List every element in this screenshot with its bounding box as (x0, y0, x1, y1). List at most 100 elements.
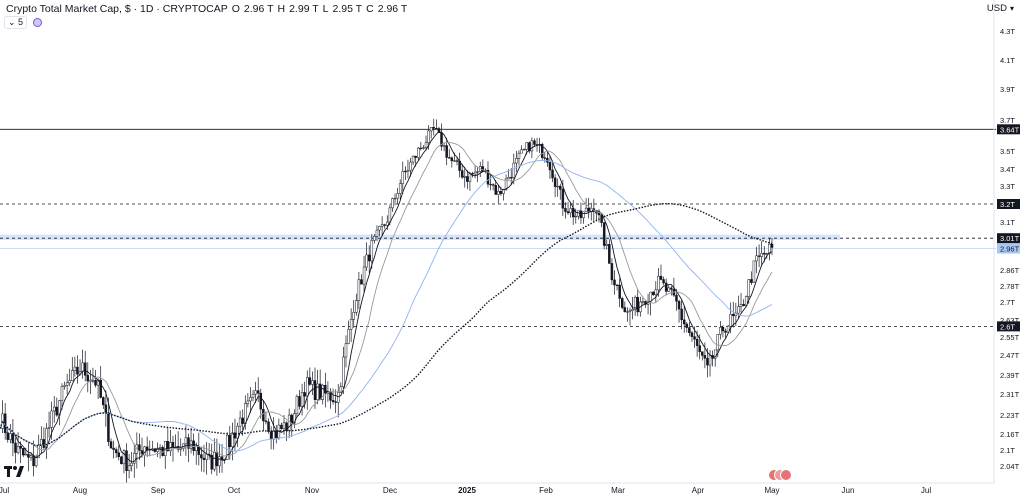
candle-body (450, 157, 454, 162)
candle-body (719, 327, 722, 335)
candle-body (16, 446, 20, 453)
candle-body (380, 224, 384, 227)
y-tick-label: 2.78T (1000, 282, 1020, 291)
candle-body (37, 444, 40, 458)
candle-body (347, 329, 350, 344)
candle-body (86, 375, 90, 382)
candle-body (584, 207, 588, 213)
candle-body (419, 147, 423, 150)
candle-body (747, 279, 751, 297)
candle-body (318, 383, 322, 400)
candle-body (396, 193, 399, 199)
candle-body (125, 450, 128, 471)
candle-body (355, 300, 358, 313)
candle-body (32, 455, 35, 467)
candle-body (770, 244, 774, 248)
candle-body (244, 403, 247, 424)
candle-body (334, 401, 337, 403)
indicator-icon[interactable] (33, 18, 43, 27)
candle-body (507, 177, 510, 180)
candle-body (445, 145, 448, 158)
candle-body (659, 275, 663, 280)
candle-body (556, 185, 559, 188)
candle-body (34, 457, 38, 467)
x-tick-label: Feb (539, 486, 553, 495)
candle-body (171, 442, 175, 448)
candle-body (313, 380, 317, 400)
candle-body (169, 442, 172, 452)
candle-body (99, 379, 102, 398)
y-tick-label: 2.16T (1000, 430, 1020, 439)
candle-body (623, 307, 627, 313)
candle-body (238, 417, 242, 427)
y-tick-label: 3.7T (1000, 116, 1015, 125)
chart-header: Crypto Total Market Cap, $ · 1D · CRYPTO… (6, 3, 407, 15)
candle-body (406, 169, 410, 172)
candle-body (336, 392, 340, 403)
x-tick-label: 2025 (458, 486, 476, 495)
candle-body (19, 446, 22, 449)
tradingview-logo-icon[interactable] (4, 464, 24, 483)
candle-body (435, 128, 438, 130)
candle-body (117, 452, 121, 458)
candle-body (610, 263, 614, 281)
candle-body (306, 377, 309, 397)
candle-body (27, 453, 30, 458)
y-tick-label: 2.39T (1000, 371, 1020, 380)
candle-body (94, 380, 97, 386)
candle-body (708, 355, 712, 366)
candle-body (424, 142, 428, 148)
candle-body (47, 426, 51, 429)
collapse-toggle[interactable]: ⌄ 5 (4, 16, 28, 29)
candle-body (651, 291, 655, 295)
current-price-label: 2.96T (1000, 245, 1020, 254)
candle-body (667, 287, 670, 292)
candle-body (6, 432, 9, 440)
x-tick-label: Nov (305, 486, 319, 495)
candle-body (703, 355, 707, 359)
low-value: 2.95 T (332, 3, 363, 15)
candle-body (391, 198, 394, 209)
level-badge-label: 2.6T (1000, 322, 1015, 331)
candle-body (316, 383, 319, 400)
candle-body (664, 282, 668, 292)
candle-body (628, 310, 632, 312)
candle-body (701, 351, 704, 356)
y-tick-label: 2.55T (1000, 333, 1020, 342)
high-value: 2.99 T (289, 3, 319, 15)
candle-body (473, 171, 477, 175)
candle-body (133, 453, 136, 464)
events-flag-icon[interactable] (768, 468, 794, 486)
candle-body (9, 433, 12, 440)
currency-selector[interactable]: USD ▾ (987, 3, 1014, 14)
candle-body (522, 149, 526, 151)
candle-body (517, 152, 521, 159)
candle-body (404, 170, 407, 173)
candle-body (50, 410, 53, 428)
y-tick-label: 2.04T (1000, 462, 1020, 471)
candle-body (654, 289, 658, 295)
candle-body (422, 147, 425, 149)
y-tick-label: 2.86T (1000, 266, 1020, 275)
y-tick-label: 3.5T (1000, 147, 1015, 156)
symbol-title[interactable]: Crypto Total Market Cap, $ · 1D · CRYPTO… (6, 3, 228, 15)
level-badge-label: 3.64T (1000, 125, 1020, 134)
candle-body (342, 356, 345, 388)
candle-body (618, 284, 621, 299)
candle-body (83, 362, 87, 376)
current-price-badge (997, 243, 1020, 254)
candle-body (367, 254, 371, 262)
candle-body (398, 183, 402, 194)
candle-body (52, 406, 56, 412)
candle-body (530, 140, 534, 152)
candle-body (582, 211, 585, 219)
candle-body (205, 453, 208, 460)
candle-body (587, 207, 590, 212)
chevron-down-icon: ▾ (1009, 4, 1014, 13)
x-tick-label: Oct (228, 486, 241, 495)
close-value: 2.96 T (377, 3, 408, 15)
level-badge-2 (997, 233, 1020, 244)
candle-body (158, 447, 162, 449)
